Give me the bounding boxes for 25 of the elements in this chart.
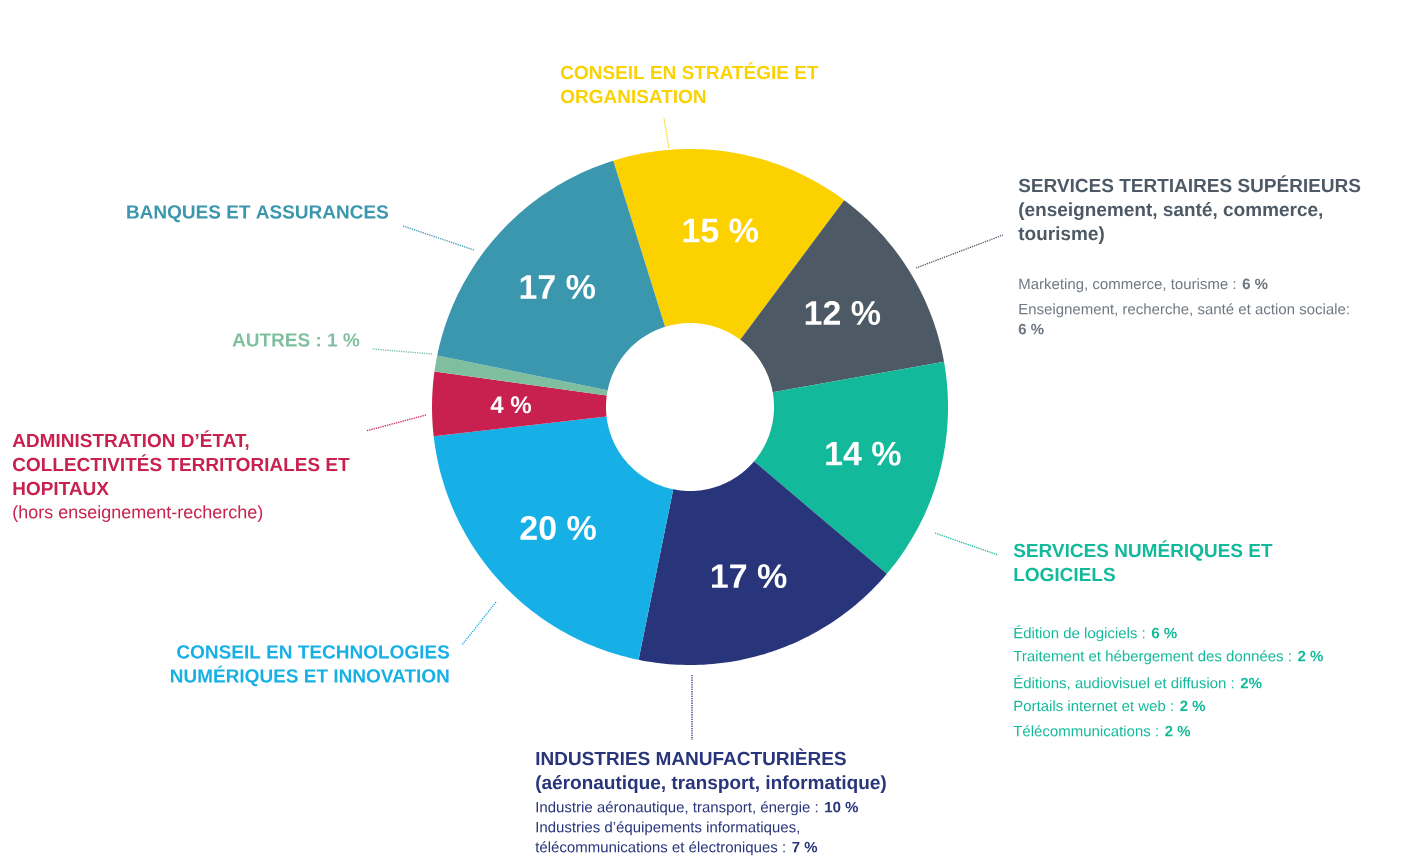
text: Éditions, audiovisuel et diffusion : 2% — [1014, 675, 1262, 691]
text: Portails internet et web : 2 % — [1014, 700, 1206, 712]
text: Industries d’équipements informatiques, télécommunications et électroniques : 7 % — [535, 821, 818, 856]
data-label: 12 % — [805, 300, 881, 325]
slice-label: BANQUES ET ASSURANCES — [127, 205, 389, 223]
slice-label: SERVICES TERTIAIRES SUPÉRIEURS (enseignement, santé, commerce, tourisme) — [1018, 175, 1361, 244]
text: Télécommunications : 2 % — [1013, 725, 1191, 737]
slice-label: CONSEIL EN STRATÉGIE ET ORGANISATION — [560, 62, 819, 104]
slice-label: AUTRES : 1 % — [232, 333, 360, 347]
slice-label: ADMINISTRATION D’ÉTAT, COLLECTIVITÉS TERRITORIALES ET HOPITAUX — [12, 430, 350, 496]
text: Édition de logiciels : 6 % — [1014, 625, 1177, 642]
text: Enseignement, recherche, santé et action sociale: 6 % — [1018, 303, 1349, 335]
text: Traitement et hébergement des données : 2 % — [1013, 650, 1323, 665]
data-label: 17 % — [520, 275, 596, 299]
data-label: 14 % — [826, 441, 901, 466]
slice-label: SERVICES NUMÉRIQUES ET LOGICIELS — [1013, 540, 1273, 582]
data-label: 4 % — [490, 396, 532, 414]
data-label: 20 % — [520, 515, 596, 540]
text: (hors enseignement-recherche) — [13, 505, 263, 522]
text: Industrie aéronautique, transport, énergie : 10 % — [536, 801, 859, 816]
data-label: 17 % — [711, 564, 787, 589]
data-label: 15 % — [683, 218, 758, 243]
text: Marketing, commerce, tourisme : 6 % — [1019, 278, 1268, 293]
slice-label: INDUSTRIES MANUFACTURIÈRES (aéronautique, transport, informatique) — [536, 748, 886, 793]
slice-label: CONSEIL EN TECHNOLOGIES NUMÉRIQUES ET INNOVATION — [170, 645, 450, 687]
